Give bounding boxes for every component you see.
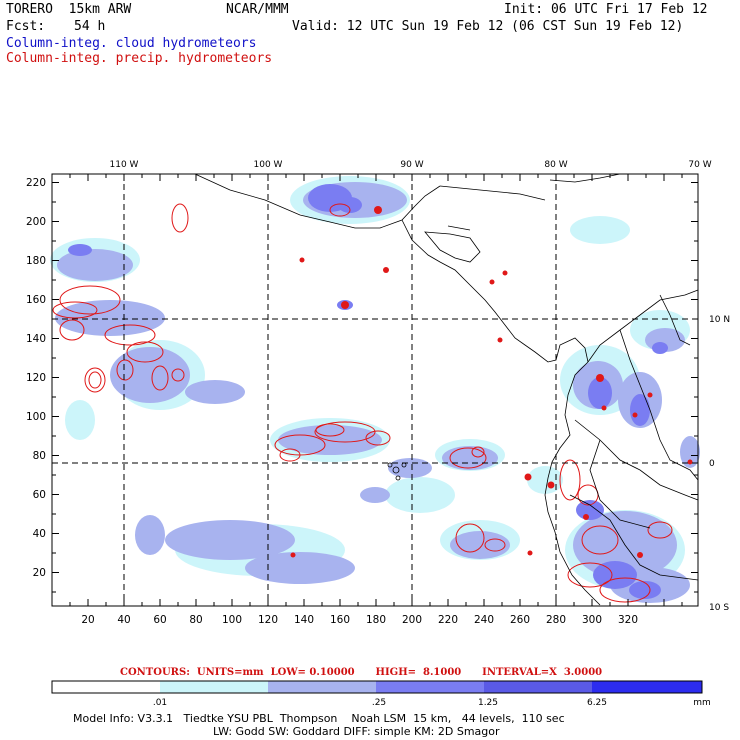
model-title: TORERO 15km ARW xyxy=(6,2,132,17)
x-tick-label: 60 xyxy=(153,614,166,626)
y-tick-label: 60 xyxy=(33,489,46,501)
x-tick-label: 40 xyxy=(117,614,130,626)
x-tick-label: 140 xyxy=(294,614,314,626)
colorbar-unit: mm xyxy=(693,698,711,708)
colorbar-tick: 6.25 xyxy=(587,698,607,708)
x-tick-label: 200 xyxy=(402,614,422,626)
y-tick-label: 20 xyxy=(33,567,46,579)
x-tick-label: 120 xyxy=(258,614,278,626)
colorbar-swatch xyxy=(376,681,484,693)
y-tick-label: 40 xyxy=(33,528,46,540)
lon-label: 100 W xyxy=(254,160,283,170)
tick-marks xyxy=(52,174,698,606)
cloud-shading xyxy=(50,176,700,603)
org-label: NCAR/MMM xyxy=(226,2,289,17)
lon-label: 80 W xyxy=(544,160,567,170)
colorbar-tick: 1.25 xyxy=(478,698,498,708)
x-tick-label: 20 xyxy=(81,614,94,626)
x-tick-label: 80 xyxy=(189,614,202,626)
x-tick-label: 260 xyxy=(510,614,530,626)
init-time: Init: 06 UTC Fri 17 Feb 12 xyxy=(504,2,708,17)
y-tick-label: 100 xyxy=(26,411,46,423)
y-tick-label: 180 xyxy=(26,255,46,267)
forecast-hours: 54 h xyxy=(74,19,106,34)
y-tick-label: 220 xyxy=(26,177,46,189)
contour-info: CONTOURS: UNITS=mm LOW= 0.10000 HIGH= 8.… xyxy=(120,667,603,678)
x-tick-label: 180 xyxy=(366,614,386,626)
plot-frame xyxy=(51,173,699,607)
y-tick-label: 160 xyxy=(26,294,46,306)
y-tick-label: 200 xyxy=(26,216,46,228)
precip-cores xyxy=(290,206,693,558)
lon-label: 110 W xyxy=(110,160,139,170)
x-tick-label: 220 xyxy=(438,614,458,626)
colorbar-swatch xyxy=(592,681,702,693)
colorbar-swatch xyxy=(160,681,268,693)
x-tick-label: 320 xyxy=(618,614,638,626)
x-tick-label: 100 xyxy=(222,614,242,626)
colorbar: .01 .25 1.25 6.25 mm xyxy=(51,680,711,708)
lat-label: 10 S xyxy=(709,603,729,613)
x-tick-label: 300 xyxy=(582,614,602,626)
x-tick-label: 240 xyxy=(474,614,494,626)
forecast-label: Fcst: xyxy=(6,19,46,34)
model-physics: LW: Godd SW: Goddard DIFF: simple KM: 2D… xyxy=(213,725,500,738)
y-tick-label: 140 xyxy=(26,333,46,345)
colorbar-swatch xyxy=(52,681,160,693)
precip-contours xyxy=(52,203,673,603)
colorbar-tick: .01 xyxy=(153,698,167,708)
model-info: Model Info: V3.3.1 Tiedtke YSU PBL Thomp… xyxy=(73,712,565,725)
y-tick-label: 120 xyxy=(26,372,46,384)
x-tick-label: 160 xyxy=(330,614,350,626)
graticule xyxy=(52,174,698,606)
coastlines xyxy=(194,173,699,606)
field-cloud-title: Column-integ. cloud hydrometeors xyxy=(6,36,257,51)
lon-label: 70 W xyxy=(688,160,711,170)
colorbar-tick: .25 xyxy=(372,698,386,708)
y-tick-label: 80 xyxy=(33,450,46,462)
valid-time: Valid: 12 UTC Sun 19 Feb 12 (06 CST Sun … xyxy=(292,19,684,34)
field-precip-title: Column-integ. precip. hydrometeors xyxy=(6,51,273,66)
colorbar-swatch xyxy=(268,681,376,693)
lon-label: 90 W xyxy=(400,160,423,170)
colorbar-swatch xyxy=(484,681,592,693)
lat-label: 0 xyxy=(709,459,715,469)
x-tick-label: 280 xyxy=(546,614,566,626)
lat-label: 10 N xyxy=(709,315,730,325)
